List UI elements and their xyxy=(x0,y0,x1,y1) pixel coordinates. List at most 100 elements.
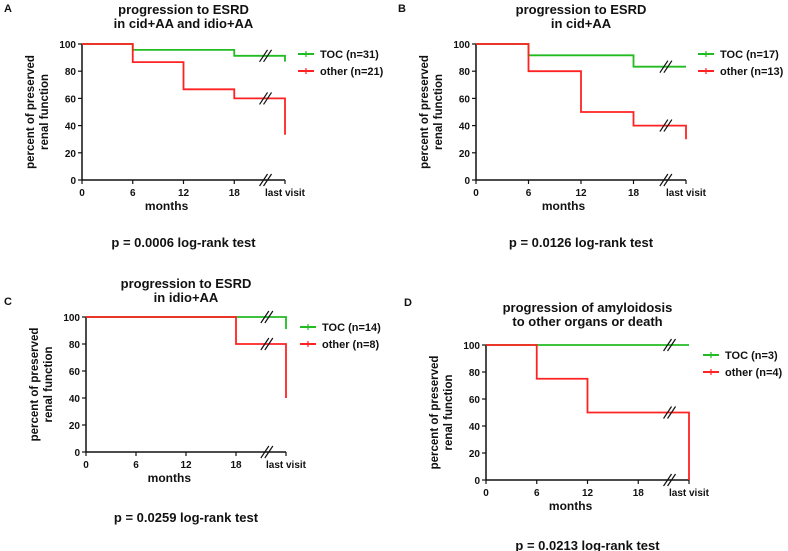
y-axis-label-line: percent of preserved xyxy=(29,328,41,442)
y-axis-label-line: renal function xyxy=(443,374,455,450)
axis-break-mark xyxy=(663,173,673,187)
y-tick-label: 40 xyxy=(459,122,471,133)
x-tick-label: 0 xyxy=(473,188,479,199)
y-tick-label: 0 xyxy=(70,176,76,187)
x-tick-label: 18 xyxy=(229,188,241,199)
y-tick-label: 100 xyxy=(59,40,76,51)
x-tick-label: 6 xyxy=(133,460,139,471)
axis-break-mark xyxy=(260,337,270,351)
legend-label: TOC (n=31) xyxy=(320,49,379,61)
x-tick-label: 18 xyxy=(230,460,242,471)
panel-label: A xyxy=(4,3,12,15)
x-axis-label: months xyxy=(145,199,189,213)
legend-label: TOC (n=14) xyxy=(322,322,381,334)
x-tick-label: 12 xyxy=(582,488,594,499)
chart-title: progression to ESRD xyxy=(121,276,252,291)
axis-break-mark xyxy=(263,173,273,187)
x-tick-label: 18 xyxy=(633,488,645,499)
axis-break-mark xyxy=(663,338,673,352)
legend-label: other (n=13) xyxy=(720,66,784,78)
y-tick-label: 0 xyxy=(464,176,470,187)
x-tick-label: 18 xyxy=(628,188,640,199)
y-tick-label: 40 xyxy=(469,422,481,433)
x-tick-label: 6 xyxy=(534,488,540,499)
axis-break-mark xyxy=(263,92,273,105)
chart-title: in cid+AA and idio+AA xyxy=(114,16,254,31)
legend-label: TOC (n=17) xyxy=(720,49,779,61)
y-axis-label: percent of preserved renal function xyxy=(25,55,51,169)
y-tick-label: 100 xyxy=(63,313,80,324)
y-tick-label: 100 xyxy=(453,40,470,51)
y-tick-label: 20 xyxy=(469,449,481,460)
series-line-other xyxy=(476,43,687,140)
x-tick-label: 12 xyxy=(575,188,587,199)
axis-break-mark xyxy=(259,173,269,187)
axis-break-mark xyxy=(260,445,270,459)
y-tick-label: 80 xyxy=(69,340,81,351)
axis-break-mark xyxy=(264,337,274,351)
x-axis-label: months xyxy=(549,499,593,513)
y-tick-label: 80 xyxy=(469,368,481,379)
legend-label: other (n=21) xyxy=(320,66,384,78)
series-line-toc xyxy=(82,43,286,62)
y-axis-label-line: renal function xyxy=(39,74,51,150)
p-value-footer: p = 0.0126 log-rank test xyxy=(509,235,654,250)
x-tick-label: last visit xyxy=(266,460,307,471)
y-tick-label: 100 xyxy=(463,341,480,352)
axis-break-mark xyxy=(259,49,269,63)
y-axis-label-line: renal function xyxy=(433,74,445,150)
chart-title: in idio+AA xyxy=(154,290,219,305)
y-axis-label: percent of preserved renal function xyxy=(429,356,455,470)
y-tick-label: 20 xyxy=(65,149,77,160)
legend-label: other (n=8) xyxy=(322,339,379,351)
y-axis-label: percent of preserved renal function xyxy=(419,55,445,169)
axis-break-mark xyxy=(264,310,274,324)
x-tick-label: last visit xyxy=(666,188,707,199)
y-tick-label: 60 xyxy=(459,94,471,105)
axis-break-mark xyxy=(263,49,273,63)
y-axis-label-line: percent of preserved xyxy=(429,356,441,470)
axis-break-mark xyxy=(264,445,274,459)
y-axis-label-line: renal function xyxy=(43,346,55,422)
axis-break-mark xyxy=(260,310,270,324)
axis-break-mark xyxy=(667,406,677,419)
y-axis-label-line: percent of preserved xyxy=(25,55,37,169)
y-tick-label: 80 xyxy=(459,67,471,78)
p-value-footer: p = 0.0006 log-rank test xyxy=(111,235,256,250)
x-axis-label: months xyxy=(148,471,192,485)
y-tick-label: 0 xyxy=(474,476,480,487)
y-tick-label: 60 xyxy=(65,94,77,105)
series-line-toc xyxy=(476,43,686,68)
y-tick-label: 60 xyxy=(469,395,481,406)
axis-break-mark xyxy=(659,119,669,132)
legend-label: TOC (n=3) xyxy=(725,350,778,362)
y-tick-label: 20 xyxy=(459,149,471,160)
chart-title: progression to ESRD xyxy=(516,2,647,17)
x-tick-label: 6 xyxy=(526,188,532,199)
axis-break-mark xyxy=(259,92,269,105)
x-tick-label: last visit xyxy=(669,488,710,499)
series-line-other xyxy=(86,316,287,398)
panel-label: B xyxy=(398,3,406,15)
series-line-other xyxy=(486,344,690,480)
axis-break-mark xyxy=(667,473,677,487)
chart-title: progression of amyloidosis xyxy=(503,300,673,315)
axis-break-mark xyxy=(663,406,673,419)
legend-label: other (n=4) xyxy=(725,367,782,379)
x-tick-label: 12 xyxy=(180,460,192,471)
series-line-toc xyxy=(86,316,287,330)
axis-break-mark xyxy=(659,60,669,74)
y-tick-label: 0 xyxy=(74,448,80,459)
x-tick-label: 6 xyxy=(130,188,136,199)
x-tick-label: 0 xyxy=(79,188,85,199)
x-tick-label: 0 xyxy=(83,460,89,471)
panel-label: C xyxy=(4,296,12,308)
chart-title: progression to ESRD xyxy=(118,2,249,17)
axis-break-mark xyxy=(663,473,673,487)
y-tick-label: 60 xyxy=(69,367,81,378)
chart-title: in cid+AA xyxy=(551,16,612,31)
